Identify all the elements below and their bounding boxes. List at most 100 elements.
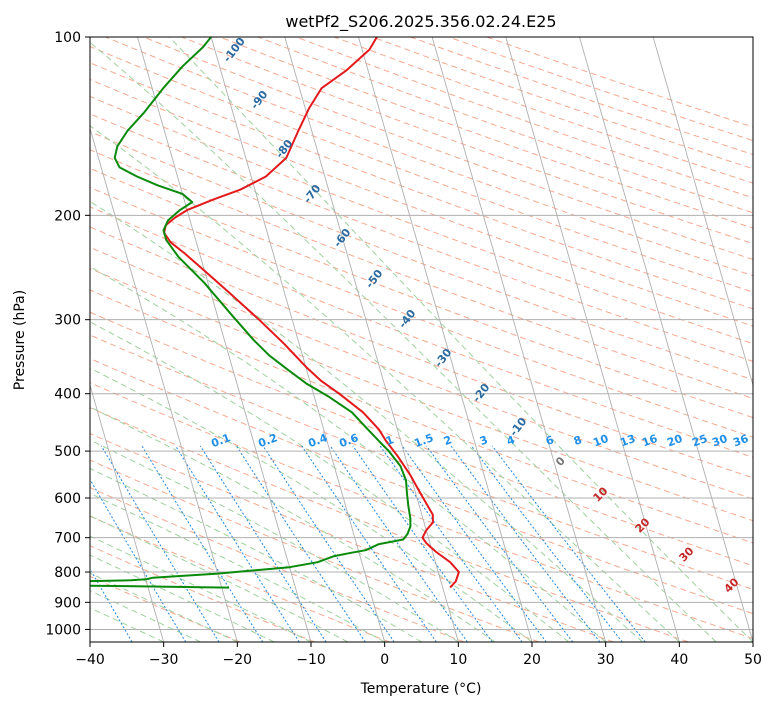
- mixing-ratio-label: 36: [731, 432, 750, 450]
- dry-adiabat-label: -20: [470, 381, 493, 405]
- dry-adiabat: [372, 37, 753, 170]
- moist-adiabat: [90, 515, 349, 642]
- dry-adiabat: [90, 334, 753, 590]
- isotherm-line: [505, 37, 680, 642]
- dry-adiabat: [90, 382, 753, 640]
- dry-adiabat: [257, 37, 753, 214]
- dry-adiabat: [90, 407, 689, 642]
- x-tick-label: 10: [449, 652, 467, 668]
- dry-adiabat: [90, 186, 753, 438]
- mixing-ratio-label: 0.4: [306, 431, 329, 450]
- moist-adiabat: [90, 41, 717, 642]
- mixing-ratio-line: [141, 445, 264, 642]
- dry-adiabat: [90, 267, 753, 522]
- dry-adiabat: [90, 487, 465, 642]
- mixing-ratio-line: [401, 445, 547, 642]
- dry-adiabat: [90, 113, 753, 362]
- dry-adiabat: [90, 575, 241, 642]
- mixing-ratio-line: [199, 445, 327, 642]
- y-tick-label: 300: [54, 313, 81, 329]
- dry-adiabat: [90, 62, 753, 310]
- x-tick-label: 30: [597, 652, 615, 668]
- y-axis-ticks: 100 200 300 400 500 600 700 800 900 1000: [45, 30, 90, 638]
- mixing-ratio-line: [235, 445, 366, 642]
- dry-adiabat: [90, 357, 753, 615]
- dry-adiabat: [90, 167, 753, 419]
- y-tick-label: 800: [54, 565, 81, 581]
- moist-adiabat: [90, 321, 570, 642]
- mixing-ratio-label: 10: [591, 432, 610, 450]
- mixing-ratio-line: [425, 445, 574, 642]
- plot-frame: [89, 36, 754, 643]
- x-tick-label: −30: [149, 652, 179, 668]
- y-tick-label: 600: [54, 491, 81, 507]
- x-axis-label: Temperature (°C): [360, 681, 482, 697]
- chart-title: wetPf2_S206.2025.356.02.24.E25: [285, 12, 556, 32]
- dry-adiabat-label: -30: [432, 346, 455, 370]
- mixing-ratio-line: [301, 445, 437, 642]
- dry-adiabat: [448, 37, 753, 142]
- moist-adiabat: [90, 439, 459, 642]
- isotherm-line: [652, 37, 753, 387]
- dry-adiabat-label: -70: [301, 182, 324, 206]
- mixing-ratio-label: 1.5: [412, 431, 435, 450]
- mixing-ratio-label: 3: [478, 433, 490, 448]
- dry-adiabat: [90, 432, 614, 642]
- mixing-ratio-label: 1: [384, 433, 396, 448]
- mixing-ratio-line: [471, 445, 623, 642]
- mixing-ratio-label: 0.1: [209, 431, 232, 450]
- moist-adiabat: [90, 406, 496, 642]
- isotherm-line: [137, 37, 312, 642]
- mixing-ratio-label: 16: [640, 432, 659, 450]
- moist-adiabat: [90, 125, 680, 642]
- mixing-ratio-label: 2: [442, 433, 454, 448]
- y-tick-label: 1000: [45, 622, 81, 638]
- moist-adiabat: [90, 492, 385, 642]
- y-tick-label: 900: [54, 595, 81, 611]
- x-axis-ticks: −40 −30 −20 −10 0 10 20 30 40 50: [75, 642, 762, 668]
- mixing-ratio-line: [329, 445, 468, 642]
- isotherm-line: [579, 37, 753, 642]
- mixing-ratio-line: [100, 445, 220, 642]
- y-tick-label: 100: [54, 30, 81, 46]
- dry-adiabat: [90, 95, 753, 345]
- moist-adiabat: [90, 367, 533, 642]
- isotherm-line: [358, 37, 533, 642]
- dry-adiabat-label: -60: [331, 226, 354, 250]
- y-tick-label: 700: [54, 531, 81, 547]
- background-lines: [90, 37, 753, 642]
- dry-adiabat: [295, 37, 753, 199]
- mixing-ratio-label: 20: [665, 432, 684, 450]
- mixing-ratio-line: [450, 445, 601, 642]
- x-tick-label: 50: [744, 652, 762, 668]
- moist-adiabat: [90, 200, 643, 642]
- dry-adiabat: [90, 246, 753, 500]
- mixing-ratio-label: 30: [710, 432, 729, 450]
- dry-adiabat: [90, 226, 753, 479]
- mixing-ratio-label: 4: [505, 433, 517, 448]
- dry-adiabat: [90, 515, 390, 642]
- moist-adiabat: [90, 535, 312, 642]
- y-tick-label: 500: [54, 444, 81, 460]
- mixing-ratio-label: 0.2: [256, 431, 279, 450]
- profile-lines: [90, 37, 460, 589]
- dry-adiabat: [486, 37, 753, 128]
- y-axis-label: Pressure (hPa): [12, 290, 28, 390]
- moist-adiabat: [90, 266, 607, 642]
- dry-adiabat-label: -90: [248, 88, 271, 112]
- dry-adiabat: [90, 206, 753, 458]
- dry-adiabat: [90, 45, 753, 293]
- mixing-ratio-label: 13: [618, 432, 637, 449]
- mixing-ratio-label: 8: [572, 433, 584, 448]
- dry-adiabat: [90, 311, 753, 567]
- mixing-ratio-line: [90, 478, 187, 642]
- temperature-line: [163, 37, 460, 589]
- mixing-ratio-line: [175, 445, 300, 642]
- moist-adiabat: [90, 554, 275, 642]
- isotherm-line: [284, 37, 459, 642]
- isotherm-line: [90, 383, 165, 642]
- mixing-ratio-label: 25: [690, 432, 709, 449]
- dry-adiabat: [90, 289, 753, 544]
- mixing-ratio-label: 6: [544, 433, 556, 448]
